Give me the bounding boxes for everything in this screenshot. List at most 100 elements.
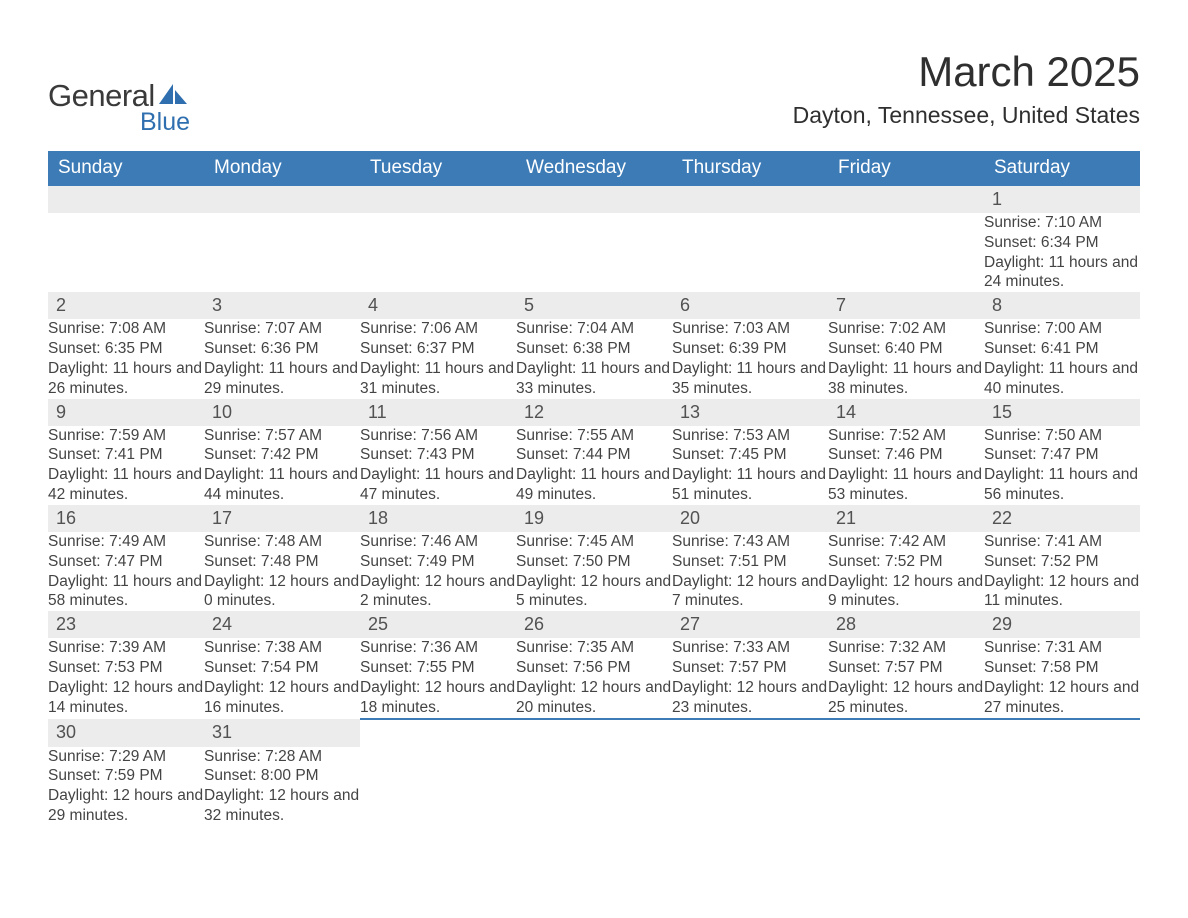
day-number-cell [516,719,672,747]
day-detail-cell: Sunrise: 7:59 AMSunset: 7:41 PMDaylight:… [48,426,204,505]
sunset-line: Sunset: 7:55 PM [360,658,516,678]
calendar-head: SundayMondayTuesdayWednesdayThursdayFrid… [48,151,1140,186]
day-number-cell: 6 [672,292,828,319]
daylight-line: Daylight: 12 hours and 29 minutes. [48,786,204,826]
day-number-row: 23242526272829 [48,611,1140,638]
weekday-header: Thursday [672,151,828,186]
day-detail-cell [360,213,516,292]
day-number-cell [360,719,516,747]
day-detail-row: Sunrise: 7:59 AMSunset: 7:41 PMDaylight:… [48,426,1140,505]
day-number-cell: 29 [984,611,1140,638]
day-number-cell: 28 [828,611,984,638]
day-number: 23 [48,611,204,638]
day-number: 13 [672,399,828,426]
sunset-line: Sunset: 7:59 PM [48,766,204,786]
day-number: 16 [48,505,204,532]
header: General Blue March 2025 Dayton, Tennesse… [48,48,1140,137]
day-number: 10 [204,399,360,426]
day-detail-cell: Sunrise: 7:02 AMSunset: 6:40 PMDaylight:… [828,319,984,398]
sunset-line: Sunset: 7:51 PM [672,552,828,572]
sunrise-line: Sunrise: 7:29 AM [48,747,204,767]
sunrise-line: Sunrise: 7:55 AM [516,426,672,446]
sunrise-line: Sunrise: 7:48 AM [204,532,360,552]
sunrise-line: Sunrise: 7:08 AM [48,319,204,339]
day-detail-cell: Sunrise: 7:32 AMSunset: 7:57 PMDaylight:… [828,638,984,718]
weekday-header: Friday [828,151,984,186]
daylight-line: Daylight: 12 hours and 11 minutes. [984,572,1140,612]
daylight-line: Daylight: 11 hours and 35 minutes. [672,359,828,399]
day-detail-cell [516,213,672,292]
day-number: 31 [204,719,360,746]
daylight-line: Daylight: 11 hours and 53 minutes. [828,465,984,505]
day-number-cell: 27 [672,611,828,638]
sunrise-line: Sunrise: 7:36 AM [360,638,516,658]
day-detail-cell: Sunrise: 7:50 AMSunset: 7:47 PMDaylight:… [984,426,1140,505]
day-number-cell [204,186,360,213]
sunrise-line: Sunrise: 7:35 AM [516,638,672,658]
day-number: 26 [516,611,672,638]
sunrise-line: Sunrise: 7:32 AM [828,638,984,658]
sunrise-line: Sunrise: 7:41 AM [984,532,1140,552]
day-number-cell: 25 [360,611,516,638]
day-number [672,720,828,747]
day-number-cell [828,719,984,747]
sunset-line: Sunset: 6:35 PM [48,339,204,359]
day-detail-cell [48,213,204,292]
daylight-line: Daylight: 11 hours and 56 minutes. [984,465,1140,505]
month-title: March 2025 [793,48,1140,96]
daylight-line: Daylight: 11 hours and 58 minutes. [48,572,204,612]
day-number [516,720,672,747]
day-number: 2 [48,292,204,319]
day-number: 8 [984,292,1140,319]
day-number-cell: 23 [48,611,204,638]
logo-text-general: General [48,78,155,114]
day-number-row: 9101112131415 [48,399,1140,426]
day-number-cell: 4 [360,292,516,319]
sunset-line: Sunset: 7:41 PM [48,445,204,465]
day-number-cell: 3 [204,292,360,319]
sunset-line: Sunset: 7:49 PM [360,552,516,572]
daylight-line: Daylight: 11 hours and 33 minutes. [516,359,672,399]
daylight-line: Daylight: 12 hours and 27 minutes. [984,678,1140,718]
day-number-cell: 21 [828,505,984,532]
day-detail-row: Sunrise: 7:49 AMSunset: 7:47 PMDaylight:… [48,532,1140,611]
day-detail-cell: Sunrise: 7:00 AMSunset: 6:41 PMDaylight:… [984,319,1140,398]
sunset-line: Sunset: 7:47 PM [48,552,204,572]
day-detail-cell: Sunrise: 7:43 AMSunset: 7:51 PMDaylight:… [672,532,828,611]
daylight-line: Daylight: 12 hours and 16 minutes. [204,678,360,718]
sunset-line: Sunset: 7:44 PM [516,445,672,465]
sunset-line: Sunset: 7:42 PM [204,445,360,465]
day-number: 9 [48,399,204,426]
day-number [828,186,984,213]
day-number: 24 [204,611,360,638]
sunrise-line: Sunrise: 7:45 AM [516,532,672,552]
sunrise-line: Sunrise: 7:33 AM [672,638,828,658]
day-detail-cell: Sunrise: 7:31 AMSunset: 7:58 PMDaylight:… [984,638,1140,718]
day-number-cell [360,186,516,213]
sunset-line: Sunset: 6:34 PM [984,233,1140,253]
day-detail-cell: Sunrise: 7:56 AMSunset: 7:43 PMDaylight:… [360,426,516,505]
day-number-cell: 7 [828,292,984,319]
day-number: 1 [984,186,1140,213]
day-number-cell: 10 [204,399,360,426]
sunrise-line: Sunrise: 7:02 AM [828,319,984,339]
sunset-line: Sunset: 7:54 PM [204,658,360,678]
sunrise-line: Sunrise: 7:07 AM [204,319,360,339]
day-number-cell: 2 [48,292,204,319]
day-number: 29 [984,611,1140,638]
day-detail-cell [828,747,984,826]
daylight-line: Daylight: 12 hours and 9 minutes. [828,572,984,612]
day-number-cell: 11 [360,399,516,426]
day-number-cell [48,186,204,213]
day-number-row: 3031 [48,719,1140,747]
day-detail-cell [828,213,984,292]
day-number-cell [672,186,828,213]
weekday-row: SundayMondayTuesdayWednesdayThursdayFrid… [48,151,1140,186]
day-detail-cell: Sunrise: 7:08 AMSunset: 6:35 PMDaylight:… [48,319,204,398]
day-detail-cell [360,747,516,826]
day-number: 17 [204,505,360,532]
day-number: 15 [984,399,1140,426]
day-number [828,720,984,747]
day-number: 3 [204,292,360,319]
location: Dayton, Tennessee, United States [793,102,1140,129]
